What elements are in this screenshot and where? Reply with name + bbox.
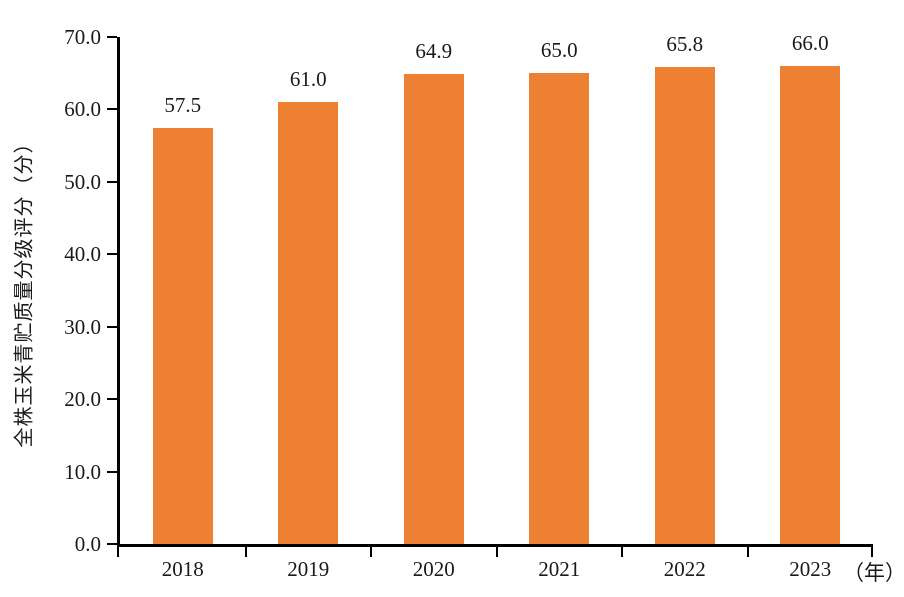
x-axis-tick-label: 2020 <box>412 557 455 581</box>
y-axis-title: 全株玉米青贮质量分级评分（分） <box>13 132 36 448</box>
y-axis-tick-label: 30.0 <box>64 314 101 339</box>
y-axis-tick-label: 40.0 <box>64 242 101 267</box>
y-axis-tick <box>107 180 117 183</box>
x-axis-tick <box>746 547 749 557</box>
x-axis-tick <box>244 547 247 557</box>
y-axis-line <box>117 37 120 547</box>
bar <box>152 127 213 544</box>
y-axis-tick <box>107 108 117 111</box>
bar-value-label: 65.0 <box>540 38 578 63</box>
y-axis-tick <box>107 470 117 473</box>
bar-value-label: 57.5 <box>164 92 202 117</box>
x-axis-tick <box>370 547 372 557</box>
x-axis-tick-label: 2022 <box>663 557 706 581</box>
bar <box>529 73 590 544</box>
bar-value-label: 61.0 <box>289 67 327 92</box>
y-axis-tick-label: 50.0 <box>64 169 101 194</box>
x-axis-tick <box>621 547 623 557</box>
x-axis-tick-label: 2019 <box>287 557 330 581</box>
y-axis-tick-label: 60.0 <box>64 97 101 122</box>
y-axis-tick <box>107 543 117 545</box>
y-axis-tick-label: 0.0 <box>74 532 101 556</box>
y-axis-tick <box>107 253 117 256</box>
y-axis-tick-label: 70.0 <box>64 25 101 49</box>
x-axis-tick-label: 2023 <box>789 557 832 581</box>
bar-value-label: 64.9 <box>415 38 453 63</box>
y-axis-tick <box>107 325 117 328</box>
y-axis-tick-label: 20.0 <box>64 387 101 412</box>
x-axis-tick-label: 2021 <box>538 557 581 581</box>
y-axis-tick <box>107 398 117 401</box>
x-axis-unit-label: （年） <box>843 561 904 585</box>
bar <box>278 102 339 544</box>
y-axis-tick <box>107 36 117 38</box>
plot-area: 0.0 10.0 20.0 30.0 40.0 50.0 60.0 70.0 57.5 2018 6… <box>64 26 873 581</box>
y-axis-tick-label: 10.0 <box>64 459 101 484</box>
bar <box>780 65 841 544</box>
bar-value-label: 65.8 <box>666 32 704 57</box>
x-axis-tick <box>117 547 119 557</box>
bar <box>403 73 464 544</box>
x-axis-line <box>117 544 873 547</box>
bar <box>654 67 715 544</box>
x-axis-tick <box>871 547 873 557</box>
x-axis-tick-label: 2018 <box>161 557 204 581</box>
bar-value-label: 66.0 <box>791 30 829 55</box>
x-axis-tick <box>495 547 498 557</box>
